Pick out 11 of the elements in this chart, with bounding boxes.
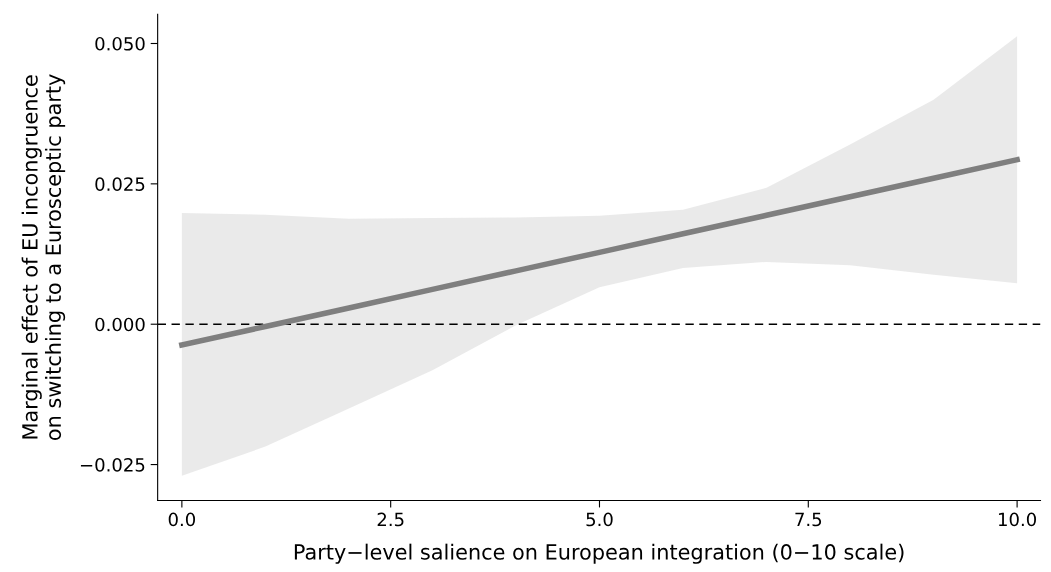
x-tick-label: 0.0 [168,512,196,527]
y-tick-label: −0.025 [80,458,145,472]
x-tick-label: 7.5 [795,512,822,527]
x-tick-label: 10.0 [998,512,1037,527]
y-tick-label: 0.050 [95,36,145,51]
x-tick-label: 2.5 [377,512,404,527]
x-axis-title: Party−level salience on European integration (0−10 scale) [294,543,904,564]
y-axis-title: Marginal effect of EU incongruence on switching to a Eurosceptic party [21,74,66,440]
x-tick-label: 5.0 [586,512,613,527]
y-tick-label: 0.025 [95,177,145,191]
y-tick-label: 0.000 [95,317,145,332]
